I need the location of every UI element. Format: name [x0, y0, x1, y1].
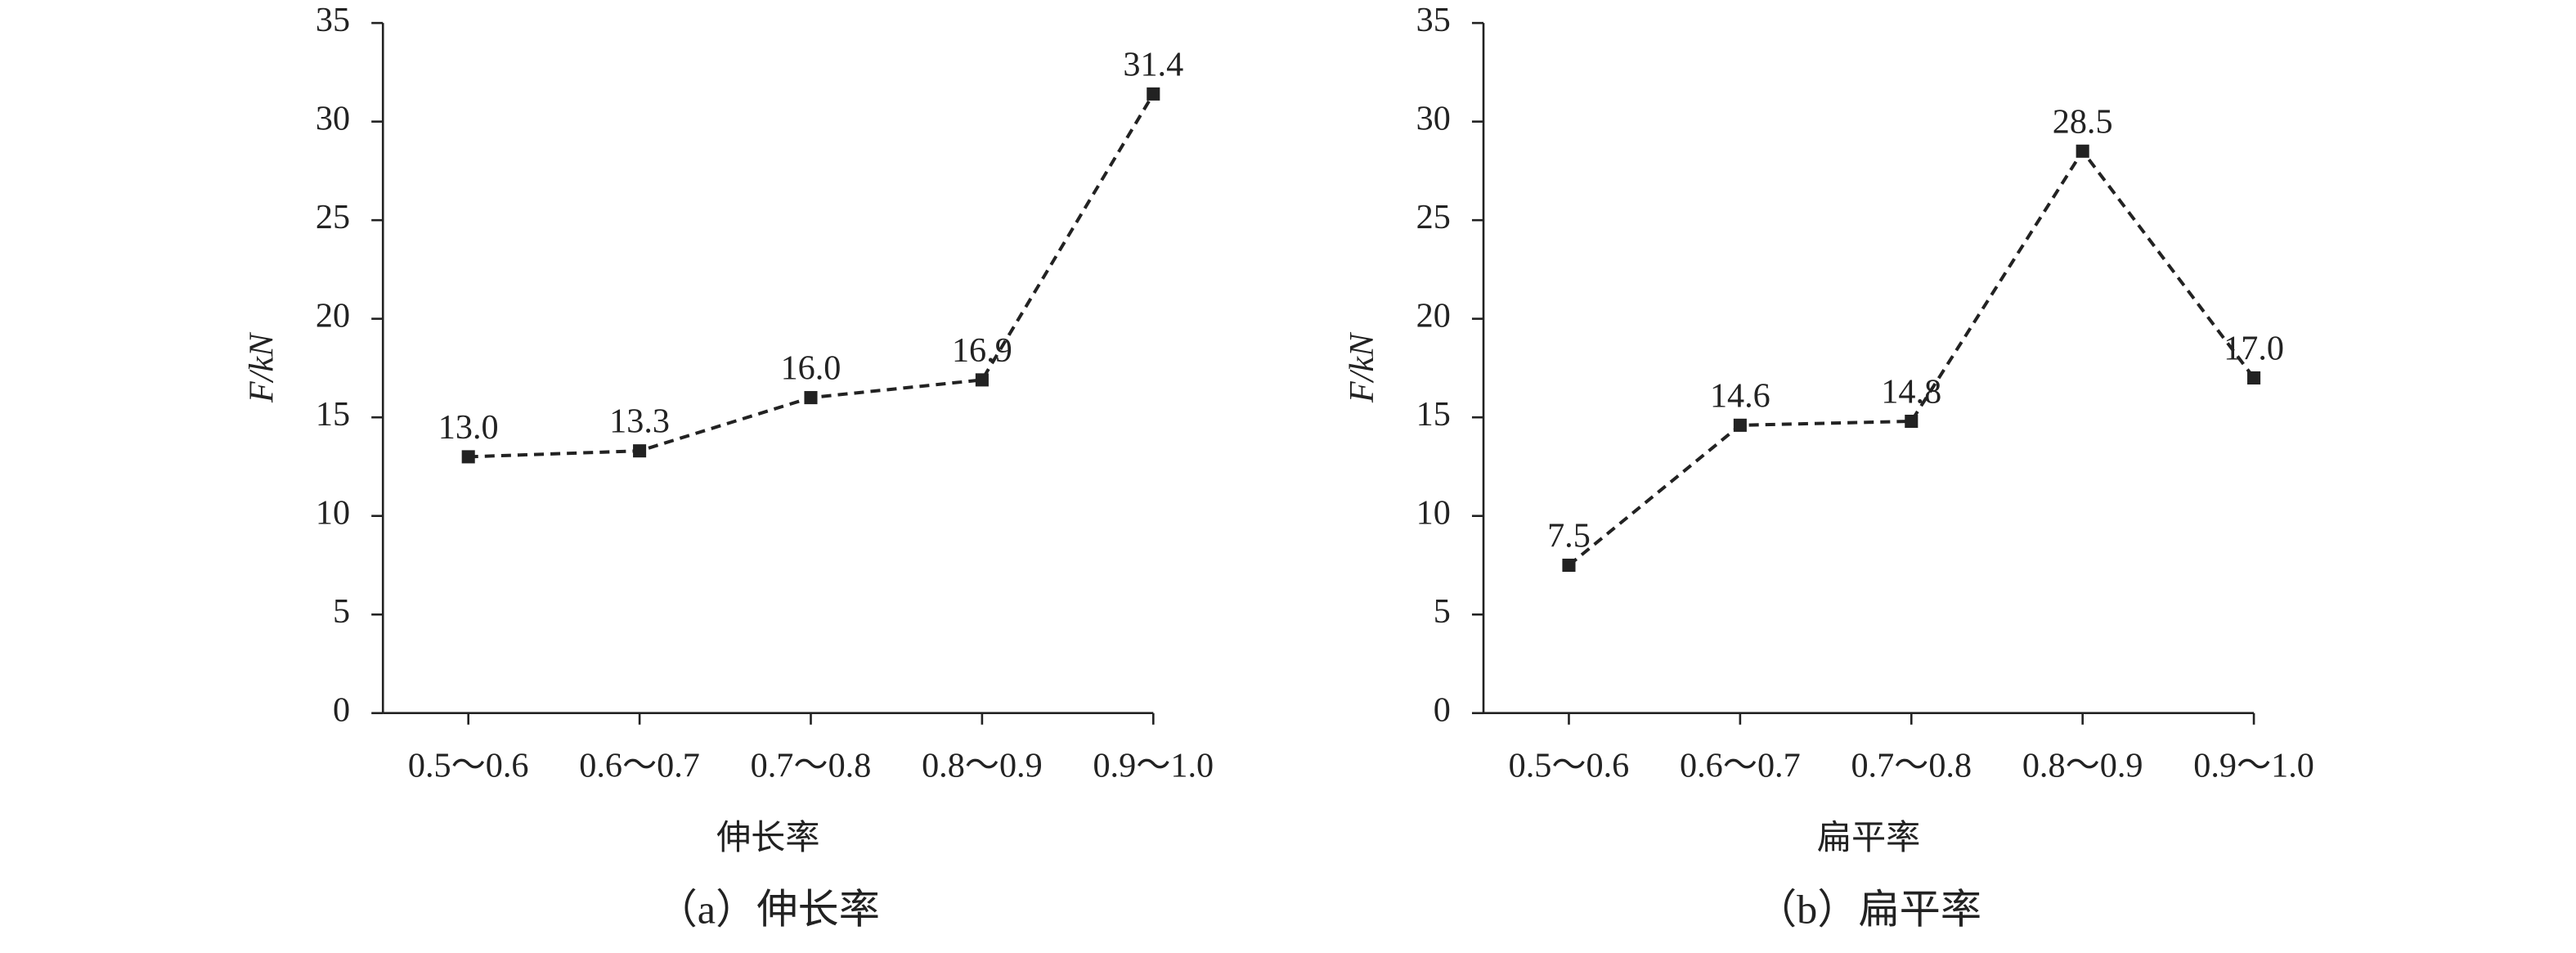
y-tick-label: 20 — [1416, 296, 1451, 335]
point-marker — [975, 373, 989, 387]
x-tick-label: 0.9～1.0 — [1093, 747, 1214, 785]
value-label: 16.0 — [781, 349, 841, 388]
series-line — [1568, 148, 2255, 567]
value-label: 31.4 — [1123, 45, 1183, 83]
y-tick-label: 35 — [1416, 1, 1451, 39]
value-label: 16.9 — [952, 331, 1012, 370]
y-axis-label: F/kN — [1343, 331, 1381, 403]
value-label: 28.5 — [2053, 102, 2113, 141]
y-tick-label: 15 — [1416, 395, 1451, 434]
caption: （a）伸长率 — [657, 886, 880, 932]
y-tick-label: 20 — [316, 296, 350, 335]
value-label: 13.0 — [438, 408, 499, 447]
y-tick-label: 10 — [1416, 493, 1451, 532]
value-label: 14.6 — [1710, 376, 1770, 415]
x-tick-label: 0.5～0.6 — [408, 747, 529, 785]
y-tick-label: 5 — [1434, 592, 1451, 631]
x-tick-label: 0.5～0.6 — [1509, 747, 1630, 785]
y-tick-label: 30 — [316, 99, 350, 137]
y-tick-label: 30 — [1416, 99, 1451, 137]
caption: （b）扁平率 — [1756, 886, 1981, 932]
point-marker — [1147, 87, 1160, 101]
x-tick-label: 0.7～0.8 — [1851, 747, 1972, 785]
y-tick-label: 0 — [333, 690, 350, 729]
point-marker — [1733, 418, 1747, 432]
value-label: 14.8 — [1881, 373, 1941, 411]
point-marker — [1562, 558, 1576, 572]
point-marker — [1905, 414, 1919, 429]
point-marker — [2076, 144, 2089, 158]
y-tick-label: 25 — [316, 198, 350, 236]
y-axis-label: F/kN — [242, 331, 280, 403]
y-tick-label: 15 — [316, 395, 350, 434]
point-marker — [2247, 371, 2261, 385]
y-tick-label: 5 — [333, 592, 350, 631]
y-tick-label: 25 — [1416, 198, 1451, 236]
x-tick-label: 0.7～0.8 — [751, 747, 872, 785]
x-axis-label: 扁平率 — [1817, 819, 1921, 857]
x-tick-label: 0.8～0.9 — [2022, 747, 2143, 785]
point-marker — [804, 391, 818, 405]
x-axis-label: 伸长率 — [716, 819, 820, 857]
x-tick-label: 0.6～0.7 — [1680, 747, 1801, 785]
x-tick-label: 0.9～1.0 — [2193, 747, 2314, 785]
y-tick-label: 0 — [1434, 690, 1451, 729]
y-tick-label: 10 — [316, 493, 350, 532]
value-label: 17.0 — [2224, 330, 2284, 368]
y-tick-label: 35 — [316, 1, 350, 39]
x-tick-label: 0.6～0.7 — [579, 747, 700, 785]
value-label: 13.3 — [609, 402, 670, 441]
point-marker — [633, 444, 647, 458]
x-tick-label: 0.8～0.9 — [922, 747, 1043, 785]
value-label: 7.5 — [1547, 517, 1591, 555]
point-marker — [461, 450, 475, 464]
